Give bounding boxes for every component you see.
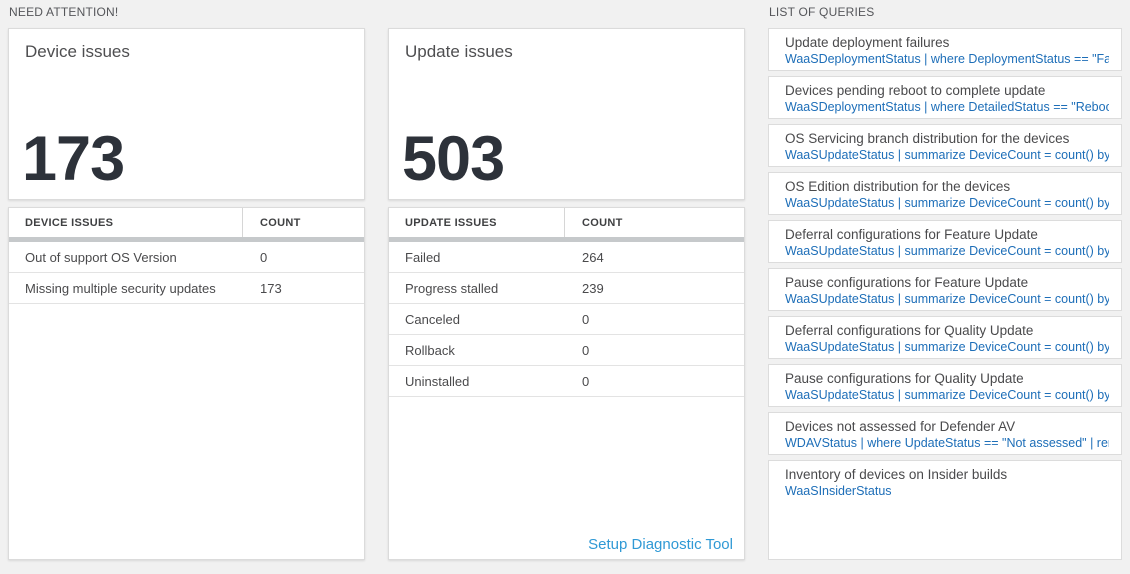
query-text: WaaSInsiderStatus xyxy=(785,484,892,498)
need-attention-header: NEED ATTENTION! xyxy=(9,5,119,19)
row-label: Canceled xyxy=(405,311,460,327)
update-issues-title: Update issues xyxy=(405,42,513,61)
query-list: Update deployment failures WaaSDeploymen… xyxy=(768,28,1122,560)
query-item-pause-quality-update[interactable]: Pause configurations for Quality Update … xyxy=(768,364,1122,407)
query-text: WaaSUpdateStatus | summarize DeviceCount… xyxy=(785,388,1109,402)
table-header-divider xyxy=(389,237,744,242)
table-row[interactable]: Missing multiple security updates 173 xyxy=(9,273,364,304)
row-count: 264 xyxy=(582,249,604,265)
query-title: Deferral configurations for Feature Upda… xyxy=(785,227,1038,242)
device-issues-count: 173 xyxy=(22,124,125,194)
table-row[interactable]: Uninstalled 0 xyxy=(389,366,744,397)
query-text: WaaSUpdateStatus | summarize DeviceCount… xyxy=(785,244,1109,258)
query-title: Update deployment failures xyxy=(785,35,950,50)
query-title: Pause configurations for Quality Update xyxy=(785,371,1024,386)
query-text: WaaSUpdateStatus | summarize DeviceCount… xyxy=(785,340,1109,354)
query-item-os-servicing-branch[interactable]: OS Servicing branch distribution for the… xyxy=(768,124,1122,167)
query-item-deferral-quality-update[interactable]: Deferral configurations for Quality Upda… xyxy=(768,316,1122,359)
row-count: 173 xyxy=(260,280,282,296)
update-issues-table: UPDATE ISSUES COUNT Failed 264 Progress … xyxy=(388,207,745,560)
query-text: WaaSUpdateStatus | summarize DeviceCount… xyxy=(785,292,1109,306)
query-title: Devices not assessed for Defender AV xyxy=(785,419,1016,434)
row-label: Failed xyxy=(405,249,441,265)
device-issues-header-count: COUNT xyxy=(260,216,301,229)
query-text: WaaSDeploymentStatus | where DeploymentS… xyxy=(785,52,1109,66)
row-count: 0 xyxy=(582,342,590,358)
table-row[interactable]: Out of support OS Version 0 xyxy=(9,242,364,273)
row-label: Progress stalled xyxy=(405,280,499,296)
query-title: OS Edition distribution for the devices xyxy=(785,179,1011,194)
query-title: OS Servicing branch distribution for the… xyxy=(785,131,1070,146)
query-item-pause-feature-update[interactable]: Pause configurations for Feature Update … xyxy=(768,268,1122,311)
query-title: Pause configurations for Feature Update xyxy=(785,275,1029,290)
row-label: Out of support OS Version xyxy=(25,249,177,265)
query-item-deferral-feature-update[interactable]: Deferral configurations for Feature Upda… xyxy=(768,220,1122,263)
update-issues-header-label: UPDATE ISSUES xyxy=(389,208,565,237)
query-title: Inventory of devices on Insider builds xyxy=(785,467,1008,482)
table-header-divider xyxy=(9,237,364,242)
table-row[interactable]: Failed 264 xyxy=(389,242,744,273)
list-of-queries-header: LIST OF QUERIES xyxy=(769,5,875,19)
device-issues-title: Device issues xyxy=(25,42,130,61)
query-text: WDAVStatus | where UpdateStatus == "Not … xyxy=(785,436,1109,450)
query-text: WaaSUpdateStatus | summarize DeviceCount… xyxy=(785,196,1109,210)
update-issues-count: 503 xyxy=(402,124,505,194)
table-row[interactable]: Canceled 0 xyxy=(389,304,744,335)
update-issues-tile[interactable]: Update issues 503 xyxy=(388,28,745,200)
row-label: Rollback xyxy=(405,342,455,358)
query-title: Deferral configurations for Quality Upda… xyxy=(785,323,1034,338)
query-item-devices-pending-reboot[interactable]: Devices pending reboot to complete updat… xyxy=(768,76,1122,119)
query-title: Devices pending reboot to complete updat… xyxy=(785,83,1046,98)
row-label: Missing multiple security updates xyxy=(25,280,216,296)
update-issues-header-count: COUNT xyxy=(582,216,623,229)
query-text: WaaSDeploymentStatus | where DetailedSta… xyxy=(785,100,1109,114)
table-row[interactable]: Progress stalled 239 xyxy=(389,273,744,304)
query-item-update-deployment-failures[interactable]: Update deployment failures WaaSDeploymen… xyxy=(768,28,1122,71)
device-issues-header-label: DEVICE ISSUES xyxy=(9,208,243,237)
query-item-insider-builds-inventory[interactable]: Inventory of devices on Insider builds W… xyxy=(768,460,1122,560)
row-label: Uninstalled xyxy=(405,373,470,389)
update-issues-table-header: UPDATE ISSUES COUNT xyxy=(389,208,744,237)
row-count: 0 xyxy=(582,311,590,327)
query-item-devices-not-assessed-defender-av[interactable]: Devices not assessed for Defender AV WDA… xyxy=(768,412,1122,455)
query-text: WaaSUpdateStatus | summarize DeviceCount… xyxy=(785,148,1109,162)
query-item-os-edition-distribution[interactable]: OS Edition distribution for the devices … xyxy=(768,172,1122,215)
row-count: 239 xyxy=(582,280,604,296)
row-count: 0 xyxy=(582,373,590,389)
device-issues-table: DEVICE ISSUES COUNT Out of support OS Ve… xyxy=(8,207,365,560)
setup-diagnostic-tool-link[interactable]: Setup Diagnostic Tool xyxy=(588,536,733,553)
update-issues-column: Update issues 503 UPDATE ISSUES COUNT Fa… xyxy=(388,28,745,560)
row-count: 0 xyxy=(260,249,268,265)
device-issues-table-header: DEVICE ISSUES COUNT xyxy=(9,208,364,237)
device-issues-column: Device issues 173 DEVICE ISSUES COUNT Ou… xyxy=(8,28,365,560)
device-issues-tile[interactable]: Device issues 173 xyxy=(8,28,365,200)
table-row[interactable]: Rollback 0 xyxy=(389,335,744,366)
